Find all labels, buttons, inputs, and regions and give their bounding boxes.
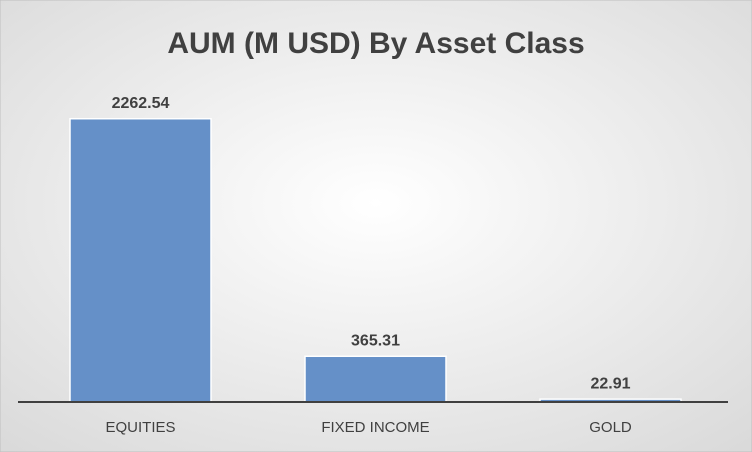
data-label: 2262.54 (112, 95, 170, 112)
data-label: 365.31 (351, 332, 400, 349)
x-tick-label: GOLD (589, 419, 632, 436)
x-tick-label: FIXED INCOME (321, 419, 429, 436)
data-label: 22.91 (590, 375, 630, 392)
x-tick-label: EQUITIES (105, 419, 175, 436)
chart-title: AUM (M USD) By Asset Class (167, 27, 584, 60)
bar (304, 355, 447, 403)
bar (69, 117, 212, 403)
